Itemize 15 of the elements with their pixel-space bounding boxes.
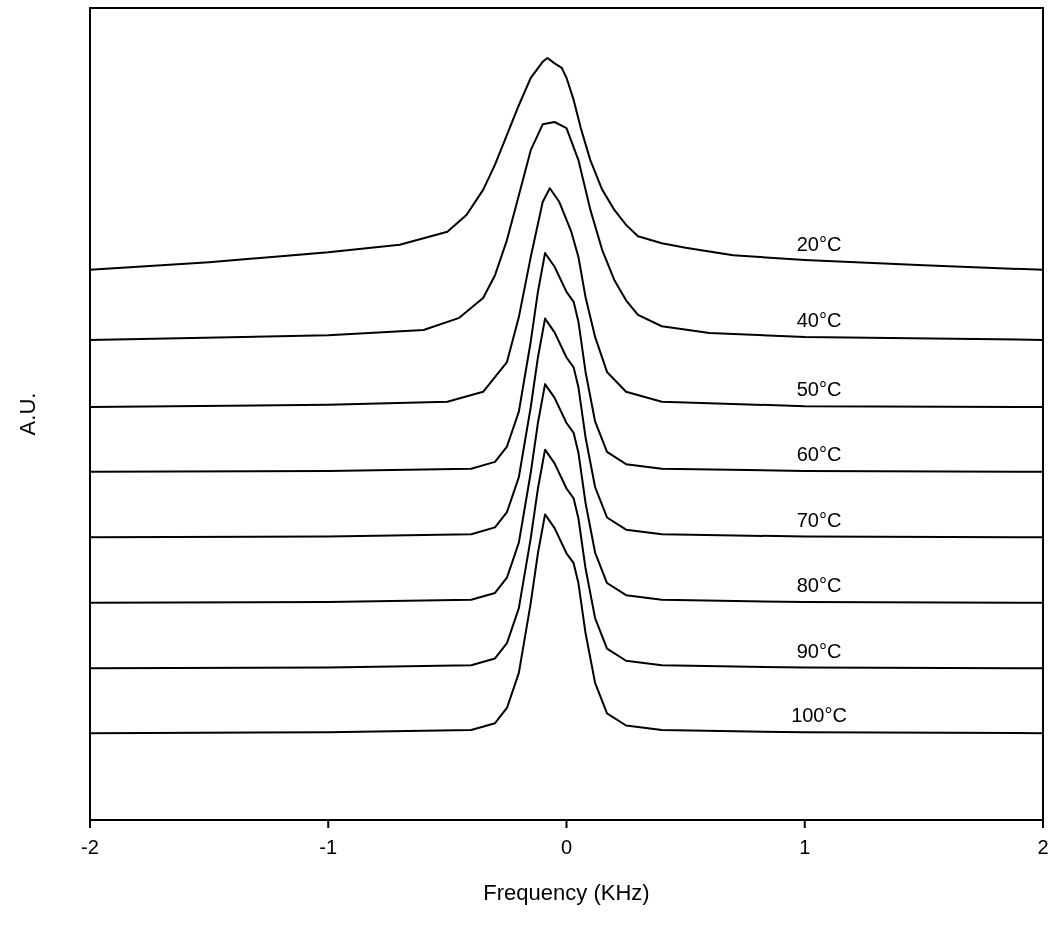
series-label: 50°C [796,378,842,401]
x-tick-label: 2 [1037,836,1049,858]
x-tick-label: 1 [799,836,811,858]
series-label: 90°C [796,639,842,662]
x-axis-title: Frequency (KHz) [483,880,650,905]
y-axis-title: A.U. [15,392,40,436]
series-label: 20°C [796,232,842,255]
x-tick-label: -2 [81,836,99,858]
series-label: 40°C [796,309,842,332]
x-tick-label: -1 [319,836,338,858]
x-tick-label: 0 [560,836,573,858]
series-label: 100°C [791,704,847,727]
series-label: 70°C [796,508,842,531]
series-label: 60°C [796,443,842,466]
series-label: 80°C [796,574,842,597]
